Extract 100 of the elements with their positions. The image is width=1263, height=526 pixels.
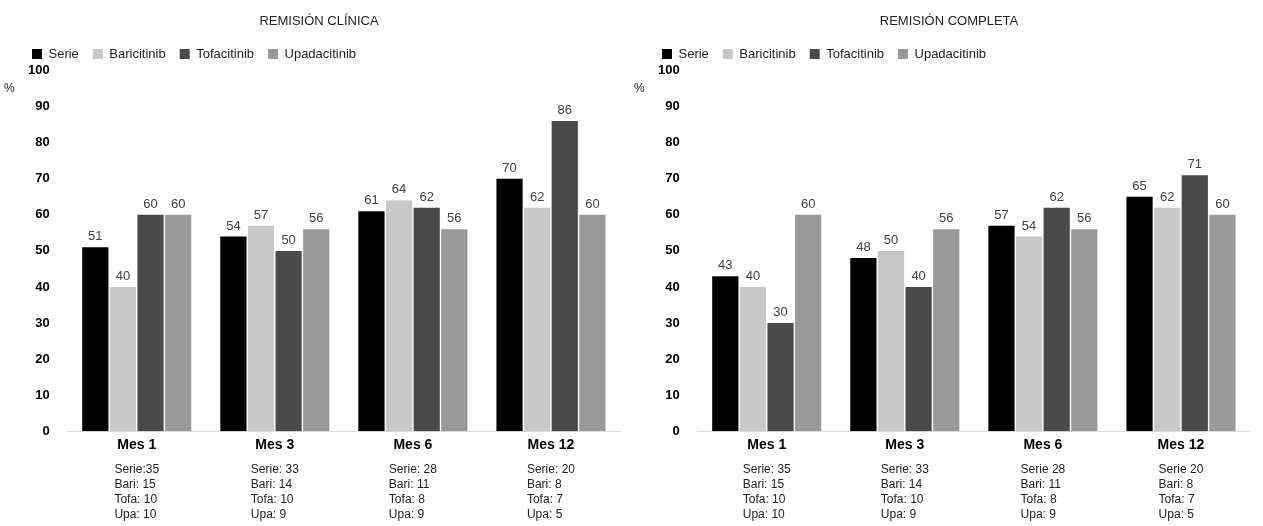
- bar: [524, 207, 551, 432]
- y-tick-label: 60: [35, 206, 50, 222]
- data-label: 64: [391, 181, 407, 197]
- data-label: 60: [1215, 195, 1230, 211]
- text: Serie: 20 Bari: 8 Tofa: 7 Upa: 5: [526, 462, 576, 522]
- data-label: 43: [718, 257, 733, 273]
- bar: [496, 178, 523, 432]
- data-label: 57: [994, 206, 1009, 222]
- data-label: 86: [557, 102, 572, 118]
- x-tick-label: Mes 12: [527, 436, 575, 453]
- data-label: 56: [939, 210, 954, 226]
- bar: [795, 214, 822, 432]
- data-label: 56: [447, 210, 462, 226]
- y-tick-label: 40: [35, 278, 50, 294]
- chart-title: REMISIÓN COMPLETA: [879, 13, 1019, 29]
- bar: [1071, 229, 1098, 432]
- bar: [137, 214, 164, 432]
- bar: [109, 286, 137, 432]
- bar: [82, 247, 109, 432]
- y-tick-label: 0: [672, 422, 680, 438]
- legend-label: Baricitinib: [109, 45, 166, 61]
- bar: [358, 211, 385, 432]
- y-tick-label: 10: [665, 386, 680, 402]
- data-label: 50: [281, 231, 296, 247]
- bar: [850, 258, 877, 432]
- y-tick-label: 70: [665, 170, 680, 186]
- bar: [1043, 207, 1070, 432]
- y-axis-title: %: [634, 80, 645, 95]
- y-tick-label: 70: [35, 170, 50, 186]
- data-label: 62: [1159, 188, 1175, 204]
- legend-label: Tofacitinib: [826, 45, 885, 61]
- bar: [1181, 175, 1208, 432]
- x-tick-label: Mes 3: [255, 436, 295, 453]
- bar: [988, 225, 1015, 432]
- legend-label: Upadacitinib: [284, 45, 357, 61]
- y-tick-label: 10: [35, 386, 50, 402]
- y-tick-label: 100: [27, 62, 50, 78]
- data-label: 54: [1021, 217, 1037, 233]
- data-label: 30: [773, 304, 788, 320]
- data-label: 56: [309, 210, 324, 226]
- data-label: 62: [419, 188, 434, 204]
- bar: [551, 121, 578, 432]
- data-label: 40: [115, 268, 131, 284]
- data-label: 48: [856, 239, 871, 255]
- bar: [220, 236, 247, 432]
- bar: [413, 207, 440, 432]
- data-label: 60: [800, 195, 816, 211]
- bar: [905, 286, 932, 432]
- data-label: 60: [143, 195, 158, 211]
- bar: [739, 286, 767, 432]
- y-tick-label: 20: [35, 350, 50, 366]
- data-label: 62: [529, 188, 545, 204]
- text: Serie: 35 Bari: 15 Tofa: 10 Upa: 10: [742, 462, 792, 522]
- y-tick-label: 50: [665, 242, 680, 258]
- data-label: 57: [253, 206, 269, 222]
- bar: [1154, 207, 1181, 432]
- legend-label: Serie: [48, 45, 79, 61]
- y-tick-label: 80: [35, 134, 50, 150]
- bar: [877, 250, 905, 432]
- data-label: 40: [911, 268, 926, 284]
- x-tick-label: Mes 12: [1157, 436, 1205, 453]
- y-tick-label: 30: [665, 314, 680, 330]
- bar: [712, 276, 739, 432]
- y-tick-label: 80: [665, 134, 680, 150]
- data-label: 60: [585, 195, 600, 211]
- y-tick-label: 30: [35, 314, 50, 330]
- legend-label: Baricitinib: [739, 45, 796, 61]
- legend-label: Tofacitinib: [196, 45, 255, 61]
- data-label: 56: [1077, 210, 1092, 226]
- x-tick-label: Mes 1: [747, 436, 787, 453]
- y-tick-label: 90: [35, 98, 50, 114]
- text: Serie: 33 Bari: 14 Tofa: 10 Upa: 9: [880, 462, 930, 522]
- data-label: 40: [745, 268, 761, 284]
- bar: [1015, 236, 1043, 432]
- y-tick-label: 90: [665, 98, 680, 114]
- text: Serie:35 Bari: 15 Tofa: 10 Upa: 10: [114, 462, 160, 522]
- bar: [275, 250, 302, 432]
- text: Serie 28 Bari: 11 Tofa: 8 Upa: 9: [1020, 462, 1066, 522]
- legend-label: Upadacitinib: [914, 45, 987, 61]
- bar: [579, 214, 606, 432]
- data-label: 54: [226, 217, 241, 233]
- data-label: 61: [364, 192, 379, 208]
- y-tick-label: 40: [665, 278, 680, 294]
- bar: [385, 200, 413, 432]
- bar: [303, 229, 330, 432]
- data-label: 51: [88, 228, 103, 244]
- bar: [933, 229, 960, 432]
- x-tick-label: Mes 6: [1023, 436, 1063, 453]
- bar: [247, 225, 275, 432]
- data-label: 50: [883, 231, 899, 247]
- bar: [767, 323, 794, 432]
- data-label: 60: [170, 195, 186, 211]
- bar: [165, 214, 192, 432]
- legend-label: Serie: [678, 45, 709, 61]
- text: Serie: 28 Bari: 11 Tofa: 8 Upa: 9: [388, 462, 438, 522]
- text: Serie 20 Bari: 8 Tofa: 7 Upa: 5: [1158, 462, 1204, 522]
- y-tick-label: 100: [657, 62, 680, 78]
- chart-title: REMISIÓN CLÍNICA: [259, 13, 379, 29]
- y-tick-label: 50: [35, 242, 50, 258]
- bar: [1209, 214, 1236, 432]
